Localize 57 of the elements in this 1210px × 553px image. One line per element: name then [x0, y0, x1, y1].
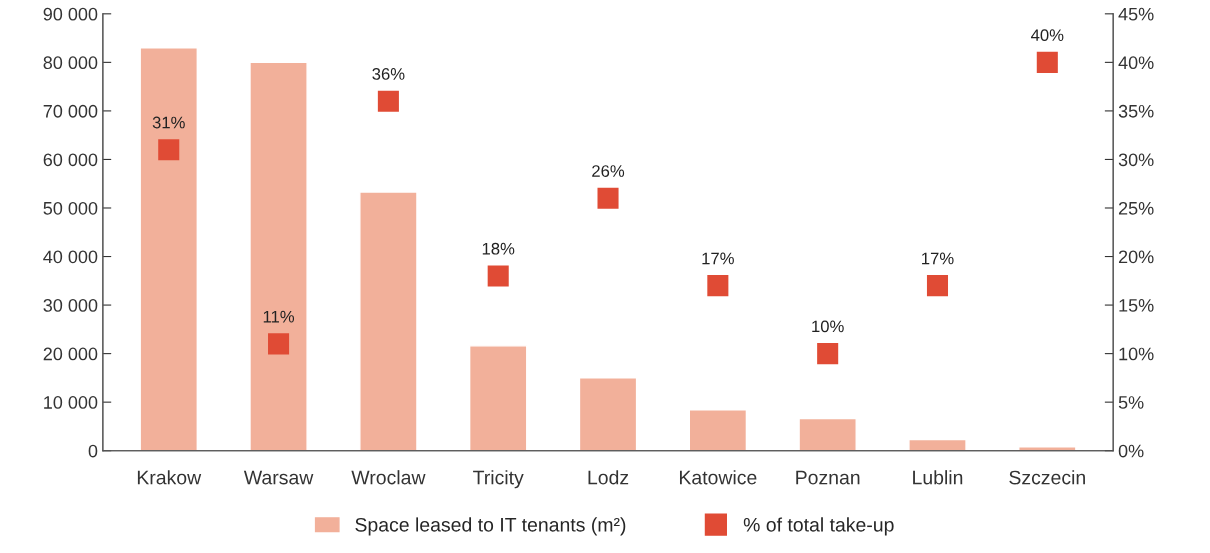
data-label: 10% — [812, 320, 844, 333]
y2-tick-label: 10% — [1119, 347, 1154, 361]
y2-tick-label: 0% — [1118, 444, 1144, 458]
data-label: 36% — [372, 68, 405, 80]
data-label: 17% — [922, 252, 954, 265]
x-tick-label: Poznan — [796, 470, 860, 485]
y-tick-label: 40 000 — [43, 250, 98, 264]
x-tick-label: Warsaw — [243, 470, 314, 485]
y2-tick-label: 5% — [1118, 396, 1144, 409]
point — [158, 139, 180, 161]
x-tick-label: Lublin — [913, 470, 963, 485]
y-tick-label: 50 000 — [43, 201, 98, 215]
bar — [908, 438, 967, 451]
data-label: 18% — [482, 242, 515, 255]
data-label: 26% — [592, 165, 625, 177]
bar — [798, 417, 857, 451]
data-label: 17% — [702, 252, 734, 265]
y2-tick-label: 35% — [1118, 104, 1154, 118]
y2-tick-label: 30% — [1118, 153, 1154, 167]
bar — [359, 191, 418, 451]
point — [707, 275, 729, 297]
bar — [139, 47, 198, 451]
x-tick-label: Katowice — [679, 470, 757, 485]
y-tick-label: 70 000 — [43, 104, 98, 118]
y-tick-label: 20 000 — [43, 347, 98, 361]
y2-tick-label: 15% — [1119, 299, 1154, 312]
x-tick-label: Lodz — [588, 470, 629, 485]
point — [597, 187, 619, 209]
y2-tick-label: 45% — [1118, 7, 1154, 21]
y-tick-label: 90 000 — [43, 7, 98, 21]
bar — [578, 377, 638, 451]
bar — [468, 345, 528, 451]
y-tick-label: 60 000 — [43, 153, 98, 167]
point — [817, 343, 839, 365]
data-label: 40% — [1031, 29, 1064, 42]
y2-tick-label: 20% — [1118, 250, 1154, 264]
data-label: 11% — [263, 310, 295, 323]
point — [926, 275, 949, 297]
point — [1036, 51, 1058, 73]
y-tick-label: 10 000 — [44, 396, 98, 409]
data-label: 31% — [152, 116, 185, 129]
y2-tick-label: 25% — [1118, 201, 1154, 215]
legend-label: % of total take-up — [743, 517, 894, 536]
y-tick-label: 80 000 — [43, 56, 98, 70]
point — [377, 90, 399, 112]
y-tick-label: 0 — [88, 444, 98, 458]
y-tick-label: 30 000 — [43, 299, 98, 312]
point — [487, 265, 509, 287]
x-tick-label: Szczecin — [1009, 470, 1085, 485]
bar — [249, 61, 308, 451]
point — [268, 333, 290, 355]
legend-label: Space leased to IT tenants (m²) — [355, 517, 626, 536]
x-tick-label: Tricity — [473, 470, 524, 489]
y2-tick-label: 40% — [1118, 56, 1154, 70]
bar — [688, 409, 748, 451]
x-tick-label: Wroclaw — [351, 470, 426, 485]
x-tick-label: Krakow — [137, 470, 202, 485]
